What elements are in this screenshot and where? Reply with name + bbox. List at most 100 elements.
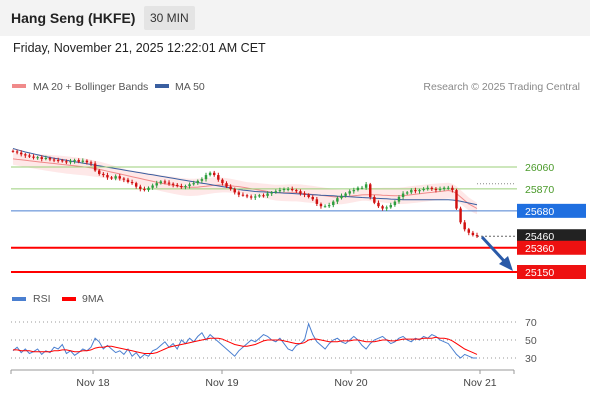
candle-body [340, 195, 343, 199]
candle-body [290, 188, 294, 191]
copyright-text: Research © 2025 Trading Central [423, 81, 580, 93]
candle-body [233, 188, 236, 193]
candle-body [52, 159, 56, 161]
candle-body [217, 175, 220, 180]
candle-body [93, 163, 97, 171]
candle-body [176, 184, 179, 187]
candle-body [410, 190, 413, 193]
candle-body [430, 187, 434, 189]
candle-body [143, 188, 146, 191]
candle-body [327, 205, 331, 207]
candle-body [48, 158, 52, 160]
rsi-tick-label: 50 [525, 335, 537, 347]
resistance-label: 25870 [525, 184, 554, 196]
chart-datetime: Friday, November 21, 2025 12:22:01 AM CE… [13, 41, 266, 55]
x-axis: Nov 18 Nov 19 Nov 20 Nov 21 [10, 370, 515, 389]
candle-body [319, 203, 323, 207]
candle-body [147, 187, 150, 191]
candle-body [356, 187, 360, 191]
candles [11, 149, 479, 238]
pivot-label: 25680 [525, 206, 554, 218]
candle-body [447, 187, 450, 189]
candle-body [139, 186, 142, 189]
forecast-arrow [480, 235, 513, 271]
candle-body [151, 185, 154, 188]
candle-body [69, 161, 72, 163]
candle-body [438, 188, 442, 191]
support-label: 25360 [525, 243, 554, 255]
candle-body [254, 196, 257, 198]
candle-body [73, 160, 76, 162]
rsi-9ma-line [13, 336, 478, 355]
candle-body [434, 188, 438, 191]
candle-body [286, 188, 290, 190]
candle-body [393, 201, 397, 206]
candle-body [106, 175, 109, 178]
candle-body [32, 156, 35, 158]
candle-body [385, 207, 388, 209]
last-price-box [517, 229, 586, 244]
candle-body [126, 179, 130, 182]
candle-body [122, 178, 126, 180]
candle-body [196, 180, 200, 184]
candle-body [15, 151, 19, 153]
candle-body [192, 183, 195, 185]
legend-swatch-9ma [62, 297, 76, 301]
candle-body [295, 190, 298, 192]
candle-body [229, 186, 232, 189]
x-tick-label: Nov 20 [334, 377, 367, 389]
candle-body [180, 186, 183, 188]
rsi-plot-area: 70 50 30 [11, 317, 537, 365]
candle-body [344, 193, 347, 196]
chart-header: Hang Seng (HKFE) 30 MIN [0, 0, 590, 36]
candle-body [208, 172, 212, 176]
legend-ma50: MA 50 [175, 81, 205, 93]
candle-body [336, 198, 339, 202]
candle-body [171, 183, 175, 185]
candle-body [102, 173, 105, 176]
candle-body [245, 195, 249, 197]
candle-body [270, 192, 273, 194]
candle-body [44, 158, 48, 159]
candle-body [299, 191, 302, 194]
candle-body [397, 197, 401, 202]
candle-body [311, 197, 314, 200]
candle-body [377, 202, 380, 207]
timeframe-button[interactable]: 30 MIN [144, 6, 195, 30]
candle-body [381, 206, 384, 209]
legend-rsi: RSI [33, 293, 51, 305]
candle-body [475, 235, 479, 237]
candle-body [28, 155, 31, 157]
candle-body [459, 208, 462, 223]
candle-body [364, 184, 368, 188]
candle-body [418, 190, 421, 192]
candle-body [414, 190, 417, 192]
candle-body [155, 183, 158, 186]
candle-body [167, 182, 171, 184]
candle-body [405, 192, 409, 194]
candle-body [221, 179, 224, 184]
candle-body [184, 186, 187, 188]
legend-ma20: MA 20 + Bollinger Bands [33, 81, 148, 93]
candle-body [40, 157, 43, 159]
candle-body [241, 194, 245, 196]
candle-body [36, 157, 39, 159]
candle-body [332, 201, 335, 206]
candle-body [89, 162, 93, 164]
candle-body [307, 194, 310, 197]
candle-body [11, 150, 15, 152]
candle-body [471, 232, 475, 236]
candle-body [455, 190, 458, 209]
legend-swatch-ma50 [155, 84, 169, 88]
instrument-title: Hang Seng (HKFE) [11, 10, 136, 26]
candle-body [163, 181, 167, 183]
candle-body [262, 195, 265, 197]
candle-body [81, 160, 85, 162]
candle-body [451, 187, 454, 191]
candle-body [463, 222, 466, 230]
candle-body [401, 193, 405, 197]
candle-body [85, 160, 89, 163]
pivot-label-box [517, 203, 586, 218]
